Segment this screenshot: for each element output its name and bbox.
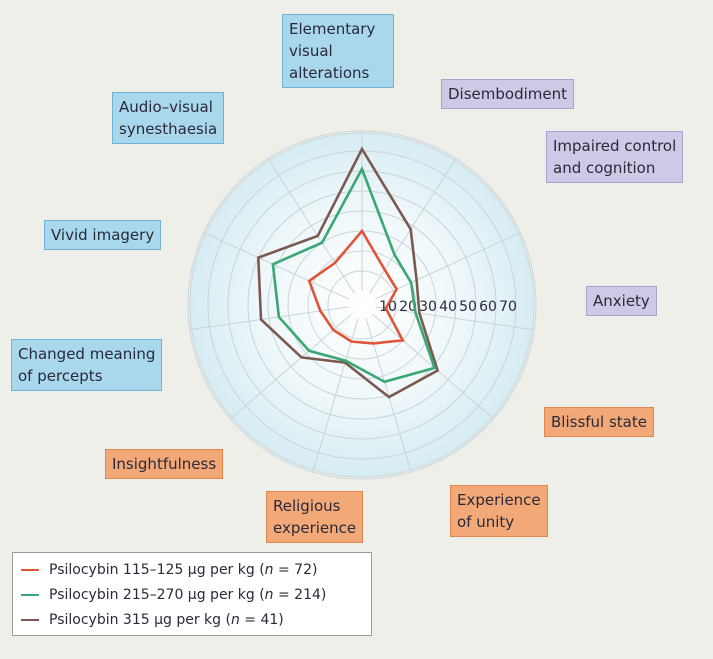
grid-spoke	[230, 313, 352, 420]
axis-label-changed-meaning: Changed meaning of percepts	[11, 339, 163, 391]
radial-tick-label: 60	[479, 299, 497, 315]
axis-label-insightfulness: Insightfulness	[105, 449, 224, 479]
axis-label-impaired-control: Impaired control and cognition	[546, 131, 684, 183]
grid-spoke	[374, 232, 521, 300]
grid-spoke	[267, 158, 355, 294]
radial-tick-label: 50	[459, 299, 477, 315]
axis-label-anxiety: Anxiety	[586, 286, 657, 316]
radial-tick-label: 70	[499, 299, 517, 315]
legend-swatch	[21, 568, 39, 571]
axis-label-vivid-imagery: Vivid imagery	[44, 220, 162, 250]
legend-item-mid-dose: Psilocybin 215–270 µg per kg (n = 214)	[21, 582, 363, 607]
legend-label: Psilocybin 215–270 µg per kg (n = 214)	[49, 586, 327, 603]
axis-label-religious-experience: Religious experience	[266, 491, 364, 543]
legend-item-low-dose: Psilocybin 115–125 µg per kg (n = 72)	[21, 557, 363, 582]
legend-label: Psilocybin 115–125 µg per kg (n = 72)	[49, 561, 318, 578]
chart-legend: Psilocybin 115–125 µg per kg (n = 72) Ps…	[12, 552, 372, 636]
axis-label-audio-visual-synesthaesia: Audio–visual synesthaesia	[112, 92, 225, 144]
grid-spoke	[312, 318, 359, 473]
legend-swatch	[21, 593, 39, 596]
axis-label-blissful-state: Blissful state	[544, 407, 654, 437]
radial-tick-label: 30	[419, 299, 437, 315]
grid-spoke	[375, 306, 535, 331]
series-line-2	[256, 146, 440, 399]
legend-item-high-dose: Psilocybin 315 µg per kg (n = 41)	[21, 607, 363, 632]
radial-tick-label: 40	[439, 299, 457, 315]
series-line-1	[271, 165, 437, 384]
axis-label-experience-of-unity: Experience of unity	[450, 485, 548, 537]
radar-grid	[187, 130, 537, 480]
series-line-0	[307, 228, 405, 345]
radial-tick-label: 20	[399, 299, 417, 315]
grid-spoke	[203, 232, 350, 300]
axis-label-elementary-visual-alterations: Elementary visual alterations	[282, 14, 394, 88]
radar-series	[256, 146, 440, 399]
radial-tick-labels: 10 20 30 40 50 60 70	[379, 299, 517, 315]
legend-swatch	[21, 618, 39, 621]
axis-label-disembodiment: Disembodiment	[441, 79, 574, 109]
legend-label: Psilocybin 315 µg per kg (n = 41)	[49, 611, 284, 628]
